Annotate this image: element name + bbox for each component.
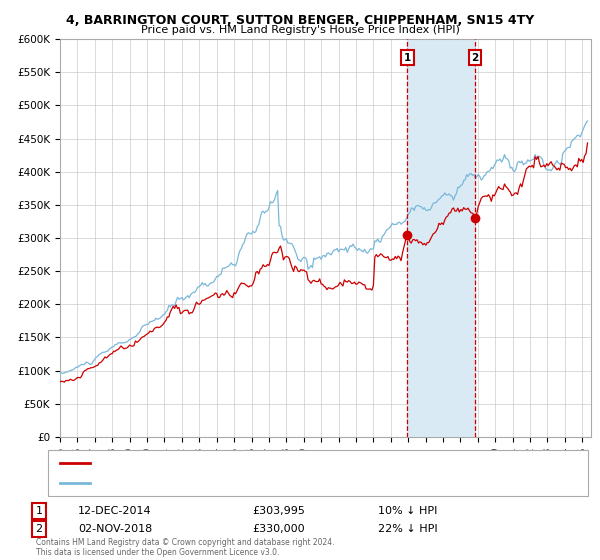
Text: Price paid vs. HM Land Registry's House Price Index (HPI): Price paid vs. HM Land Registry's House …	[140, 25, 460, 35]
Text: 12-DEC-2014: 12-DEC-2014	[78, 506, 152, 516]
Text: 22% ↓ HPI: 22% ↓ HPI	[378, 524, 437, 534]
Text: 2: 2	[35, 524, 43, 534]
Text: £330,000: £330,000	[252, 524, 305, 534]
Text: 1: 1	[35, 506, 43, 516]
Text: 1: 1	[404, 53, 411, 63]
Text: Contains HM Land Registry data © Crown copyright and database right 2024.
This d: Contains HM Land Registry data © Crown c…	[36, 538, 335, 557]
Text: 2: 2	[472, 53, 479, 63]
Text: 02-NOV-2018: 02-NOV-2018	[78, 524, 152, 534]
Text: 4, BARRINGTON COURT, SUTTON BENGER, CHIPPENHAM, SN15 4TY (detached house): 4, BARRINGTON COURT, SUTTON BENGER, CHIP…	[96, 458, 480, 467]
Bar	[407, 39, 475, 437]
Text: £303,995: £303,995	[252, 506, 305, 516]
Text: 10% ↓ HPI: 10% ↓ HPI	[378, 506, 437, 516]
Text: HPI: Average price, detached house, Wiltshire: HPI: Average price, detached house, Wilt…	[96, 478, 303, 487]
Text: 4, BARRINGTON COURT, SUTTON BENGER, CHIPPENHAM, SN15 4TY: 4, BARRINGTON COURT, SUTTON BENGER, CHIP…	[66, 14, 534, 27]
